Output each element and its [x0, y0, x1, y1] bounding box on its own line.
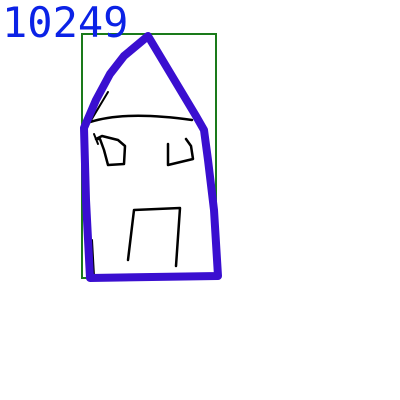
left-window	[94, 134, 127, 167]
right-window	[166, 137, 195, 167]
door	[126, 206, 182, 268]
bounding-box	[81, 33, 217, 279]
left-window-tick	[93, 133, 99, 145]
house-outline	[80, 32, 222, 282]
roof-line	[88, 114, 194, 124]
label-number: 10249	[2, 0, 129, 47]
